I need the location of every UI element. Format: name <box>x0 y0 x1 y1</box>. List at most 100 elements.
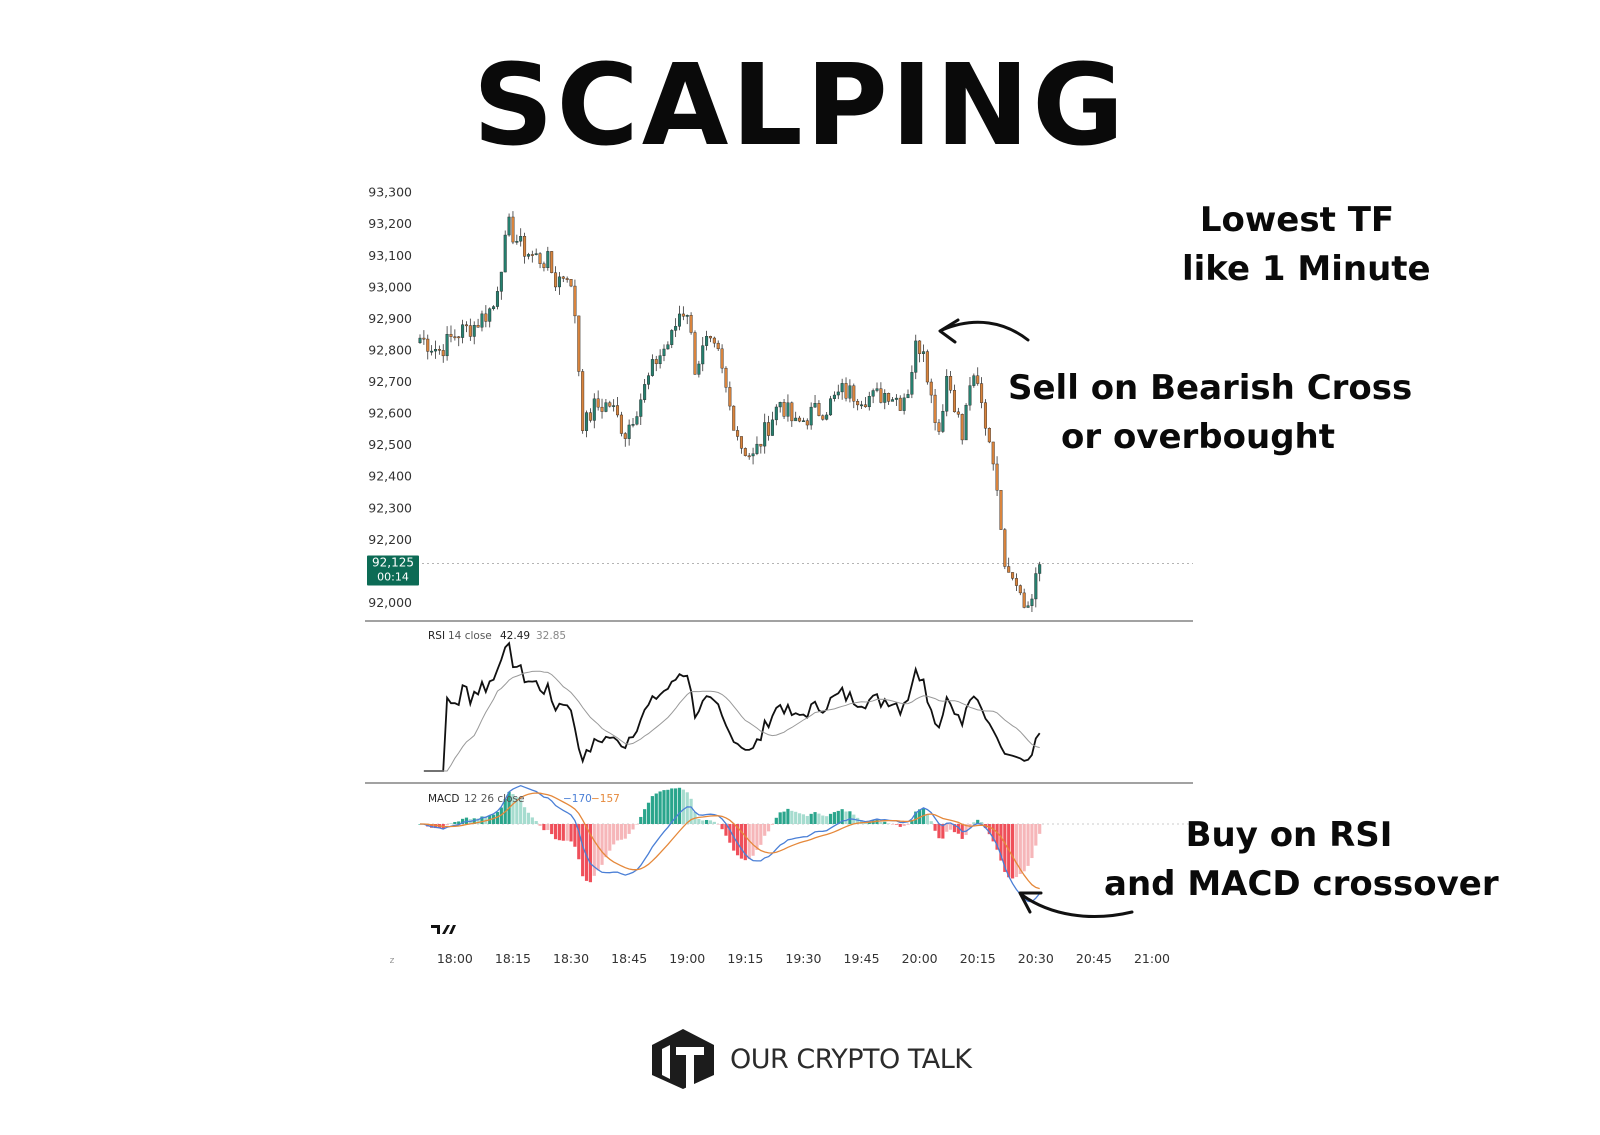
candle-body <box>759 443 763 447</box>
macd-histogram-bar <box>612 824 616 845</box>
macd-histogram-bar <box>925 814 929 824</box>
candle-body <box>689 315 693 333</box>
macd-histogram-bar <box>522 807 527 824</box>
macd-histogram-bar <box>956 824 960 834</box>
candle-body <box>821 415 825 420</box>
macd-histogram-bar <box>685 792 689 824</box>
candle-body <box>596 398 600 408</box>
candle-body <box>623 433 627 439</box>
macd-histogram-bar <box>1014 824 1019 878</box>
candle-body <box>829 398 833 416</box>
macd-histogram-bar <box>635 824 639 825</box>
buy-annotation: Buy on RSI and MACD crossover <box>1104 811 1499 910</box>
candle-body <box>422 337 426 340</box>
candle-body <box>639 399 643 417</box>
candle-body <box>468 325 472 337</box>
macd-histogram-bar <box>840 809 844 824</box>
macd-histogram-bar <box>770 824 775 825</box>
candle-body <box>747 455 751 458</box>
macd-histogram-bar <box>995 824 999 850</box>
candle-body <box>693 332 697 375</box>
candle-body <box>964 404 968 441</box>
current-price-badge <box>367 555 419 586</box>
price-tick-label: 92,300 <box>368 500 412 515</box>
candle-body <box>472 325 476 337</box>
candle-body <box>430 350 434 353</box>
candle-body <box>883 393 887 403</box>
annotation-line: Buy on RSI <box>1185 815 1393 855</box>
candle-body <box>445 334 449 357</box>
candle-body <box>433 349 437 352</box>
macd-histogram-bar <box>534 821 538 824</box>
time-tick-label: 19:45 <box>844 951 880 966</box>
price-axis-group: 93,300 93,200 93,100 93,000 92,900 92,800 92,7… <box>365 185 1193 622</box>
macd-histogram-bar <box>654 793 658 824</box>
candle-body <box>910 372 914 395</box>
time-tick-label: 18:45 <box>611 951 647 966</box>
macd-histogram-bar <box>619 824 623 840</box>
current-price-label: 92,125 <box>372 556 414 570</box>
macd-histogram-bar <box>491 814 496 824</box>
candle-body <box>441 350 445 357</box>
candle-body <box>716 342 720 350</box>
macd-legend-value: −170 <box>563 793 592 805</box>
candle-body <box>836 391 840 396</box>
macd-histogram-bar <box>453 822 457 824</box>
candle-body <box>906 394 910 399</box>
price-tick-label: 93,100 <box>368 248 412 263</box>
panes-group: RSI 14 close 42.49 32.85 MACD 12 26 close −170… <box>365 630 1193 934</box>
candle-body <box>569 279 573 287</box>
macd-histogram-bar <box>894 824 898 825</box>
macd-histogram-bar <box>526 812 531 824</box>
candle-body <box>666 344 670 350</box>
macd-histogram-bar <box>584 824 589 881</box>
candle-body <box>1007 566 1011 573</box>
macd-histogram-bar <box>658 791 662 824</box>
buy-arrow-head <box>1018 891 1043 914</box>
price-tick-label: 92,400 <box>368 469 412 484</box>
candle-body <box>945 376 949 412</box>
macd-histogram-bar <box>697 818 701 824</box>
axis-corner-label: z <box>390 956 395 966</box>
sell-arrow <box>940 320 1030 342</box>
candle-body <box>554 272 558 288</box>
candle-body <box>619 414 623 434</box>
macd-histogram-bar <box>430 824 434 828</box>
candle-body <box>546 251 550 269</box>
candle-body <box>790 402 794 422</box>
macd-histogram-bar <box>976 819 980 824</box>
macd-histogram-bar <box>600 824 604 865</box>
macd-histogram-bar <box>735 824 740 856</box>
candle-body <box>728 387 732 407</box>
timeframe-annotation: Lowest TF like 1 Minute <box>1182 196 1431 295</box>
macd-histogram-bar <box>1003 824 1007 872</box>
macd-histogram-bar <box>1018 824 1022 875</box>
candle-body <box>813 403 817 408</box>
candle-body <box>991 441 995 465</box>
macd-histogram-bar <box>623 824 627 839</box>
candle-body <box>674 326 678 331</box>
rsi-legend-name: RSI <box>428 630 445 642</box>
candle-body <box>484 313 488 322</box>
macd-histogram-bar <box>945 824 949 832</box>
macd-histogram-bar <box>1026 824 1030 866</box>
candle-body <box>530 254 534 256</box>
candle-body <box>643 384 647 400</box>
candle-body <box>631 424 635 426</box>
macd-histogram-bar <box>832 812 837 824</box>
candle-body <box>681 313 685 317</box>
candle-body <box>538 253 542 264</box>
macd-histogram-bar <box>813 812 817 824</box>
candle-body <box>960 414 964 441</box>
tradingview-logo-icon <box>431 925 456 934</box>
macd-histogram-bar <box>809 813 813 824</box>
candle-body <box>515 241 519 243</box>
macd-histogram-bar <box>933 824 937 831</box>
candle-body <box>449 334 453 337</box>
price-tick-label: 92,200 <box>368 532 412 547</box>
macd-histogram-bar <box>883 821 887 824</box>
candle-body <box>627 424 631 439</box>
candle-body <box>561 276 565 279</box>
annotation-line: or overbought <box>1060 417 1335 458</box>
